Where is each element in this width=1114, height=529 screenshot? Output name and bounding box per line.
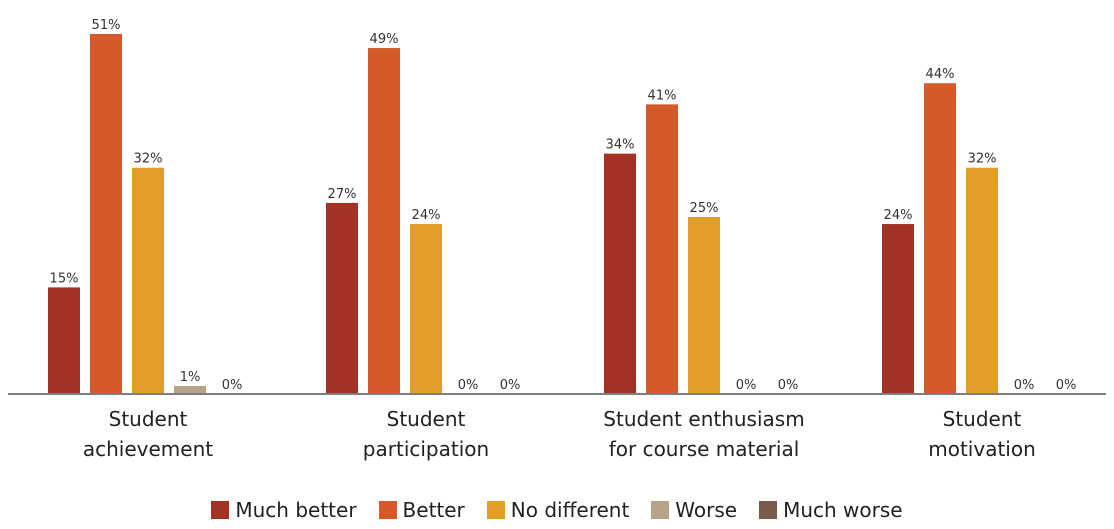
category-label-4-line-2: motivation (928, 437, 1036, 461)
data-label-4-2: 44% (926, 67, 955, 82)
legend-item-1: Much better (211, 498, 357, 522)
legend-swatch-5 (759, 501, 778, 519)
bar-1-1 (48, 287, 80, 393)
bar-2-1 (326, 202, 358, 393)
data-label-1-1: 15% (50, 271, 79, 286)
legend-label-3: No different (510, 498, 630, 522)
legend-swatch-1 (211, 501, 230, 519)
data-label-1-4: 1% (180, 370, 201, 385)
bar-2-3 (410, 224, 442, 393)
data-label-4-4: 0% (1014, 378, 1035, 393)
category-label-2-line-2: participation (363, 437, 489, 461)
legend-item-3: No different (486, 498, 630, 522)
data-label-3-3: 25% (690, 201, 719, 216)
legend-label-5: Much worse (783, 498, 903, 522)
bar-4-1 (882, 224, 914, 393)
data-label-2-1: 27% (328, 187, 357, 202)
legend-item-4: Worse (651, 498, 737, 522)
data-label-3-1: 34% (606, 138, 635, 153)
legend-label-1: Much better (235, 498, 357, 522)
data-label-1-3: 32% (134, 152, 163, 167)
bar-2-2 (368, 48, 400, 393)
category-label-3-line-2: for course material (609, 437, 800, 461)
category-labels-layer: Student achievement Student participation St… (83, 407, 1036, 461)
legend-swatch-2 (378, 501, 397, 519)
legend-label-2: Better (402, 498, 465, 522)
legend-swatch-3 (486, 501, 505, 519)
category-label-1-line-2: achievement (83, 437, 213, 461)
data-label-2-2: 49% (370, 32, 399, 47)
data-label-1-5: 0% (222, 378, 243, 393)
bar-4-3 (966, 167, 998, 393)
bar-3-2 (646, 104, 678, 394)
legend: Much better Better No different Worse Much w… (0, 498, 1114, 522)
bar-3-1 (604, 153, 636, 393)
data-label-1-2: 51% (92, 18, 121, 33)
bar-1-2 (90, 33, 122, 394)
data-label-2-3: 24% (412, 208, 441, 223)
legend-swatch-4 (651, 501, 670, 519)
data-label-2-4: 0% (458, 378, 479, 393)
category-label-2-line-1: Student (387, 407, 466, 431)
data-label-4-5: 0% (1056, 378, 1077, 393)
category-label-4-line-1: Student (943, 407, 1022, 431)
data-label-4-1: 24% (884, 208, 913, 223)
bar-1-3 (132, 167, 164, 393)
bar-3-3 (688, 217, 720, 393)
bar-1-4 (174, 385, 206, 393)
legend-label-4: Worse (675, 498, 738, 522)
category-label-1-line-1: Student (109, 407, 188, 431)
bars-layer (48, 33, 998, 394)
legend-item-5: Much worse (759, 498, 903, 522)
data-label-2-5: 0% (500, 378, 521, 393)
data-label-4-3: 32% (968, 152, 997, 167)
data-label-3-5: 0% (778, 378, 799, 393)
category-label-3-line-1: Student enthusiasm (603, 407, 804, 431)
legend-item-2: Better (378, 498, 465, 522)
data-label-3-4: 0% (736, 378, 757, 393)
value-labels-layer: 15% 51% 32% 1% 0% 27% 49% 24% 0% 0% 34% 41% 25% 0% 0% 2… (50, 18, 1077, 393)
data-label-3-2: 41% (648, 88, 677, 103)
bar-4-2 (924, 83, 956, 394)
